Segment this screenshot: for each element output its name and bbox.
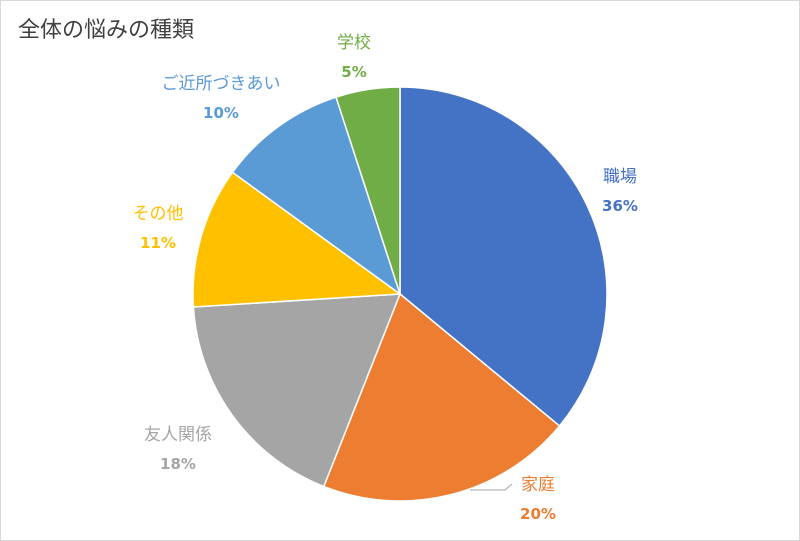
pie-slice-gokinjo: [231, 96, 402, 296]
slice-value-gakko: 5%: [341, 63, 366, 81]
slice-value-sonota: 11%: [140, 234, 176, 252]
pie-slice-yujin-kankei: [192, 293, 402, 488]
pie-slice-katei: [322, 292, 561, 502]
slice-label-sonota: その他: [133, 204, 184, 224]
leader-line-katei: [470, 483, 513, 491]
chart-title: 全体の悩みの種類: [18, 18, 195, 43]
slice-value-yujin-kankei: 18%: [160, 455, 196, 473]
slice-value-gokinjo: 10%: [203, 104, 239, 122]
pie-slice-gakko: [335, 86, 401, 295]
slice-label-katei: 家庭: [521, 475, 555, 495]
slice-label-yujin-kankei: 友人関係: [144, 425, 212, 445]
slice-label-shokuba: 職場: [603, 167, 637, 187]
slice-value-shokuba: 36%: [602, 197, 638, 215]
pie-slice-shokuba: [399, 86, 608, 428]
pie-slice-sonota: [192, 171, 403, 308]
slice-label-gakko: 学校: [337, 33, 371, 53]
slice-label-gokinjo: ご近所づきあい: [162, 74, 281, 94]
slice-value-katei: 20%: [520, 505, 556, 523]
